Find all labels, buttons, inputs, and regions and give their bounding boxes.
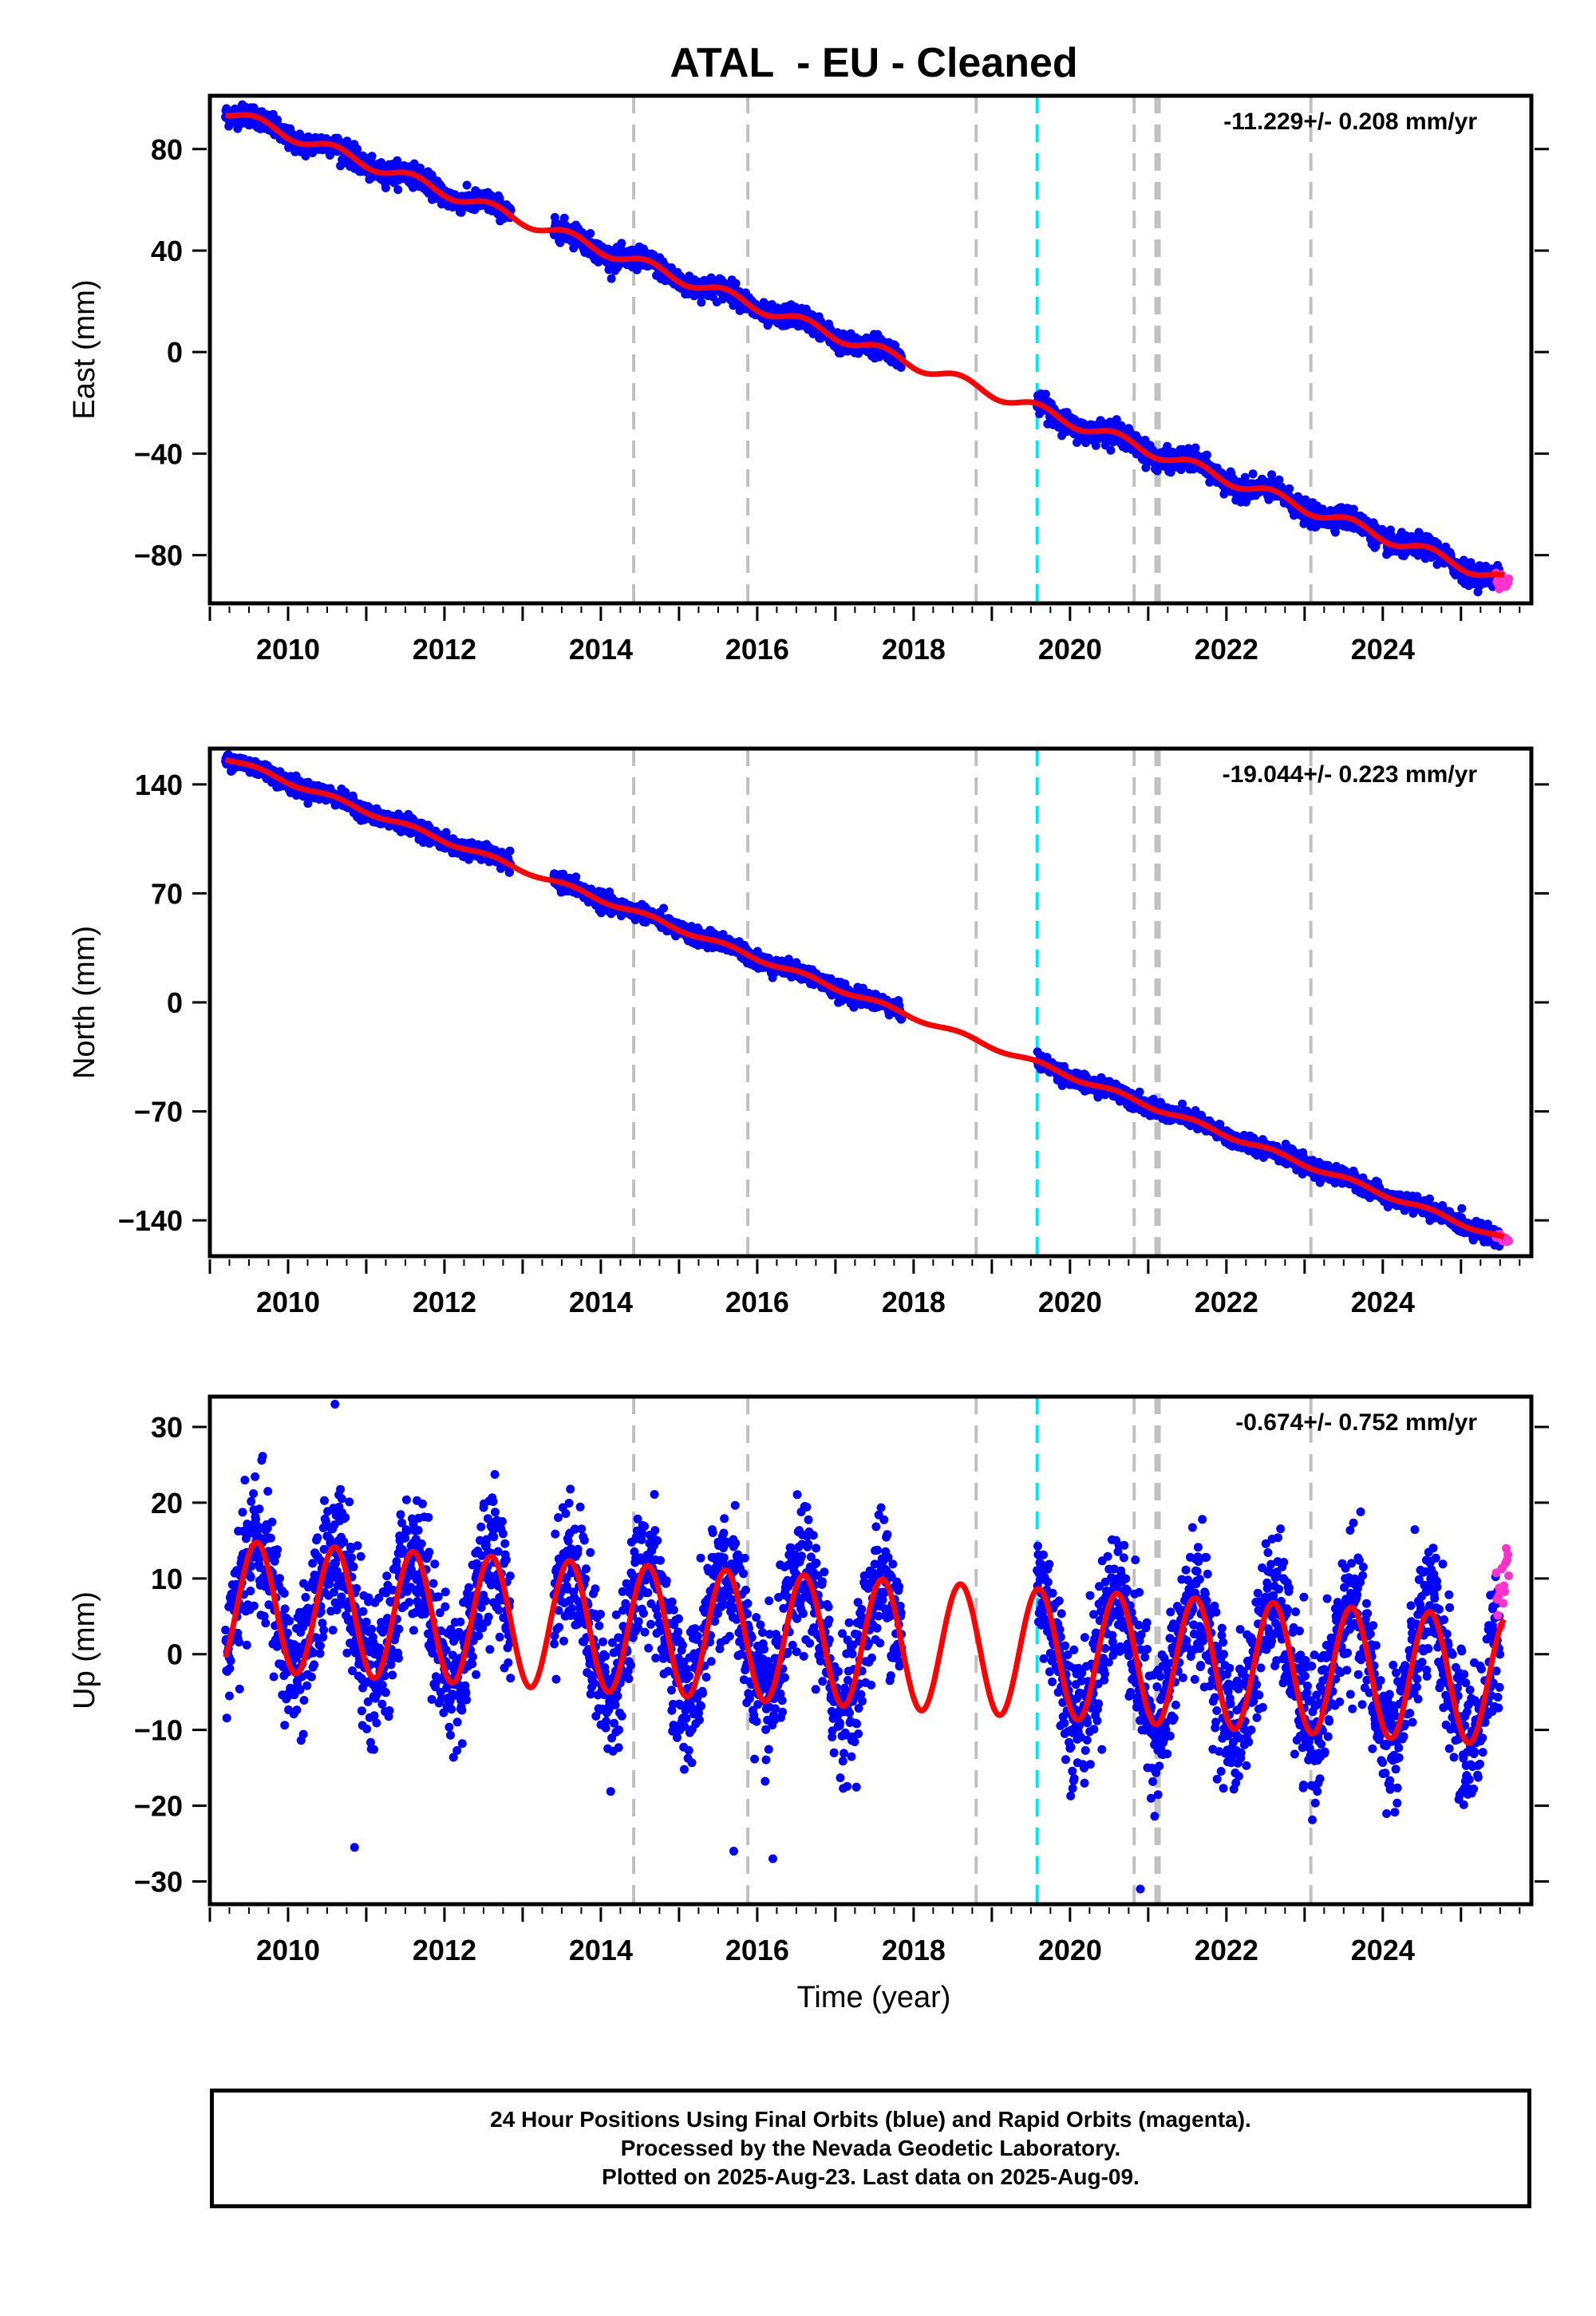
data-point [1163,441,1172,451]
data-point [1141,463,1151,472]
data-point [586,229,595,238]
plot-area [221,100,1514,597]
data-point [1191,443,1200,453]
rapid-orbit-points [1491,568,1514,594]
data-point [1248,469,1258,479]
data-point [659,903,669,913]
data-point [273,115,282,124]
velocity-label: -11.229+/- 0.208 mm/yr [1223,109,1477,135]
data-point [617,239,626,248]
data-point [1106,445,1116,455]
x-tick-label: 2010 [256,633,320,666]
y-tick-label: −40 [134,437,183,470]
data-point [381,183,390,192]
data-point [606,274,616,283]
model-fit-line [223,112,1507,579]
x-tick-label: 2024 [1351,633,1415,666]
data-point [1274,475,1284,484]
x-axis: 2010 2012 2014 2016 2018 2020 2022 2024 [208,607,1521,666]
x-tick-label: 2018 [882,633,946,666]
data-point [559,213,569,223]
x-tick-label: 2020 [1038,633,1102,666]
y-tick-label: 40 [151,235,183,267]
data-point [697,298,706,307]
data-point [1330,528,1340,537]
data-point [367,152,377,161]
event-lines [632,749,1313,1256]
panels: 2010 2012 2014 2016 2018 2020 2022 2024 −80 −40 0 4… [68,93,1549,1966]
event-lines [632,96,1313,603]
data-point [462,180,472,190]
x-tick-label: 2016 [725,633,789,666]
data-point [555,238,565,247]
plot-frame [207,93,1534,606]
y-tick-label: 80 [151,133,183,166]
data-point [632,265,642,275]
data-point [505,846,515,856]
panel-north: 2010 2012 2014 2016 2018 2020 2022 2024−140−700… [68,746,1549,1318]
y-tick-label: −80 [134,539,183,572]
data-point [1504,574,1514,583]
data-point [1091,441,1100,450]
y-axis-label: East (mm) [68,279,101,419]
data-point [571,872,581,882]
panel-east: 2010 2012 2014 2016 2018 2020 2022 2024 −80 −40 0 4… [68,93,1549,666]
y-axis: −80 −40 0 40 80 [134,133,1549,572]
figure-title: ATAL - EU - Cleaned [670,40,1077,86]
x-tick-label: 2014 [569,633,633,666]
data-point [731,279,741,288]
x-tick-label: 2022 [1195,633,1258,666]
plot-area [221,750,1514,1251]
data-point [1041,389,1050,399]
data-point [1285,484,1294,493]
data-point [667,263,676,272]
y-tick-label: 0 [167,336,183,369]
data-point [1203,450,1211,460]
x-tick-label: 2012 [413,633,476,666]
data-point [393,185,403,195]
data-point [1152,466,1162,476]
